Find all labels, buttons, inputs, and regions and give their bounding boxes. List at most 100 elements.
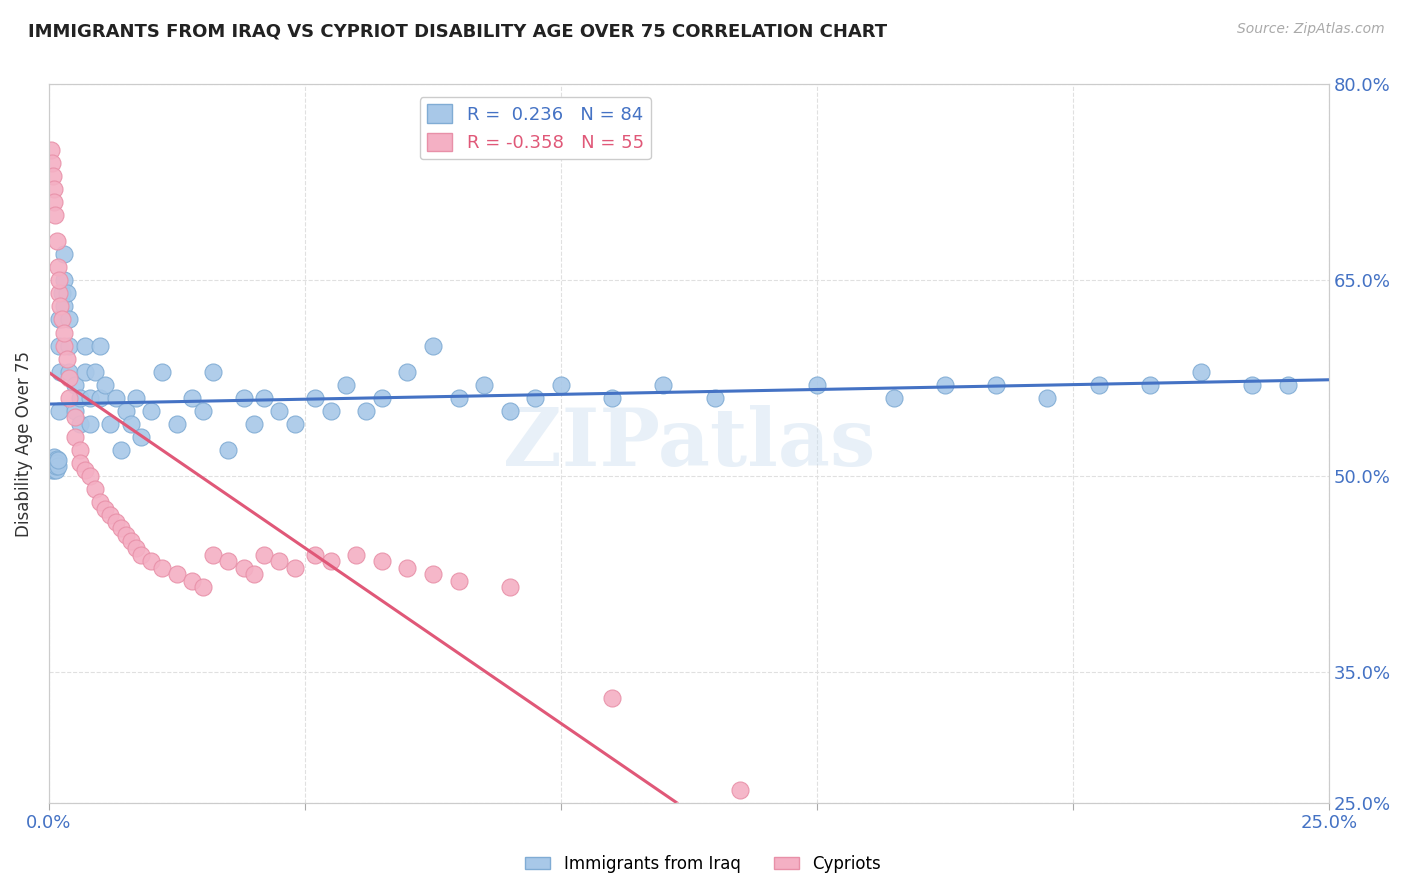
Point: [58, 312, 80, 326]
Point: [39, 458, 62, 473]
Point: [472, 377, 495, 392]
Point: [48, 338, 70, 352]
Point: [42, 460, 65, 475]
Point: [371, 391, 394, 405]
Point: [53, 338, 76, 352]
Point: [42, 194, 65, 209]
Point: [48, 286, 70, 301]
Point: [120, 417, 142, 431]
Point: [120, 534, 142, 549]
Point: [41, 462, 63, 476]
Point: [51, 286, 73, 301]
Point: [58, 365, 80, 379]
Point: [284, 560, 307, 574]
Point: [56, 351, 79, 366]
Point: [242, 567, 264, 582]
Point: [46, 453, 69, 467]
Point: [217, 554, 239, 568]
Point: [1139, 377, 1161, 392]
Text: ZIPatlas: ZIPatlas: [503, 404, 875, 483]
Point: [396, 560, 419, 574]
Point: [53, 247, 76, 261]
Point: [42, 182, 65, 196]
Point: [73, 462, 96, 476]
Point: [150, 365, 173, 379]
Point: [89, 495, 111, 509]
Point: [79, 469, 101, 483]
Point: [110, 443, 132, 458]
Point: [89, 338, 111, 352]
Point: [600, 691, 623, 706]
Point: [45, 458, 67, 473]
Point: [44, 456, 66, 470]
Point: [53, 300, 76, 314]
Point: [100, 508, 122, 523]
Point: [269, 554, 291, 568]
Point: [46, 458, 69, 473]
Point: [304, 548, 326, 562]
Point: [1189, 365, 1212, 379]
Point: [344, 548, 367, 562]
Point: [703, 391, 725, 405]
Point: [48, 404, 70, 418]
Point: [129, 430, 152, 444]
Point: [42, 462, 65, 476]
Point: [58, 391, 80, 405]
Point: [63, 430, 86, 444]
Point: [422, 338, 444, 352]
Point: [499, 404, 522, 418]
Legend: Immigrants from Iraq, Cypriots: Immigrants from Iraq, Cypriots: [519, 848, 887, 880]
Point: [41, 453, 63, 467]
Point: [104, 515, 127, 529]
Point: [53, 273, 76, 287]
Point: [63, 404, 86, 418]
Point: [58, 371, 80, 385]
Point: [883, 391, 905, 405]
Point: [58, 338, 80, 352]
Point: [181, 391, 204, 405]
Point: [89, 391, 111, 405]
Point: [114, 528, 136, 542]
Point: [46, 260, 69, 275]
Point: [73, 338, 96, 352]
Point: [45, 234, 67, 248]
Point: [141, 404, 163, 418]
Point: [217, 443, 239, 458]
Point: [48, 273, 70, 287]
Point: [253, 548, 276, 562]
Point: [600, 391, 623, 405]
Point: [304, 391, 326, 405]
Point: [56, 286, 79, 301]
Point: [129, 548, 152, 562]
Point: [232, 560, 254, 574]
Point: [986, 377, 1008, 392]
Point: [42, 453, 65, 467]
Point: [242, 417, 264, 431]
Point: [422, 567, 444, 582]
Point: [125, 391, 148, 405]
Point: [1277, 377, 1299, 392]
Y-axis label: Disability Age Over 75: Disability Age Over 75: [15, 351, 32, 536]
Point: [94, 377, 117, 392]
Text: Source: ZipAtlas.com: Source: ZipAtlas.com: [1237, 22, 1385, 37]
Point: [166, 417, 188, 431]
Point: [499, 580, 522, 594]
Point: [84, 365, 107, 379]
Point: [42, 458, 65, 473]
Point: [284, 417, 307, 431]
Point: [110, 521, 132, 535]
Point: [150, 560, 173, 574]
Point: [191, 404, 214, 418]
Point: [181, 574, 204, 588]
Point: [396, 365, 419, 379]
Point: [1087, 377, 1109, 392]
Point: [42, 450, 65, 464]
Point: [447, 574, 470, 588]
Point: [269, 404, 291, 418]
Point: [44, 208, 66, 222]
Point: [63, 410, 86, 425]
Point: [84, 482, 107, 496]
Point: [100, 417, 122, 431]
Point: [1036, 391, 1059, 405]
Point: [45, 462, 67, 476]
